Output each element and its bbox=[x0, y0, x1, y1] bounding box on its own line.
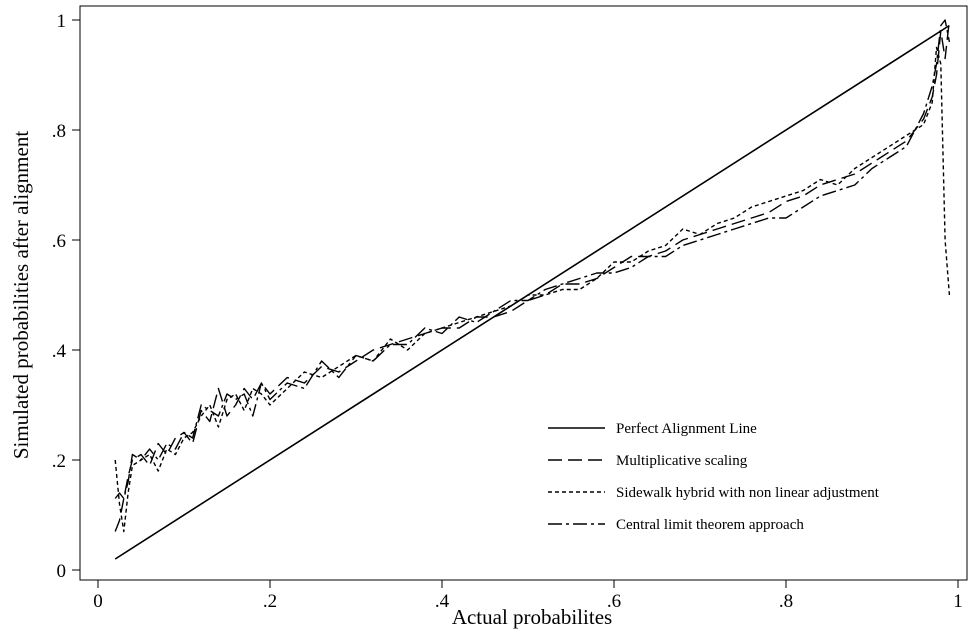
y-tick-label: .4 bbox=[52, 341, 67, 362]
x-tick-label: .8 bbox=[779, 591, 793, 612]
legend-label: Central limit theorem approach bbox=[616, 517, 804, 533]
legend-label: Perfect Alignment Line bbox=[616, 421, 757, 437]
legend: Perfect Alignment Line Multiplicative sca… bbox=[548, 421, 880, 533]
series-line-3 bbox=[114, 46, 951, 533]
y-tick-label: 1 bbox=[57, 11, 67, 32]
y-tick-label: .6 bbox=[52, 231, 66, 252]
y-axis-title: Simulated probabilities after alignment bbox=[9, 131, 33, 459]
x-tick-label: 1 bbox=[953, 591, 963, 612]
y-tick-label: 0 bbox=[57, 561, 67, 582]
x-tick-label: .2 bbox=[263, 591, 277, 612]
series-line-2 bbox=[114, 19, 951, 532]
series-line-4 bbox=[114, 19, 951, 500]
y-tick-label: .2 bbox=[52, 451, 66, 472]
x-axis-title: Actual probabilites bbox=[452, 605, 612, 629]
x-ticks: 0 .2 .4 .6 .8 1 bbox=[93, 580, 963, 612]
series-layer bbox=[114, 19, 951, 560]
series-line-1 bbox=[114, 24, 950, 560]
x-tick-label: .6 bbox=[607, 591, 621, 612]
legend-label: Multiplicative scaling bbox=[616, 453, 748, 469]
x-tick-label: .4 bbox=[435, 591, 450, 612]
y-tick-label: .8 bbox=[52, 121, 66, 142]
x-tick-label: 0 bbox=[93, 591, 103, 612]
legend-label: Sidewalk hybrid with non linear adjustme… bbox=[616, 485, 880, 501]
y-ticks: 0 .2 .4 .6 .8 1 bbox=[52, 11, 80, 582]
